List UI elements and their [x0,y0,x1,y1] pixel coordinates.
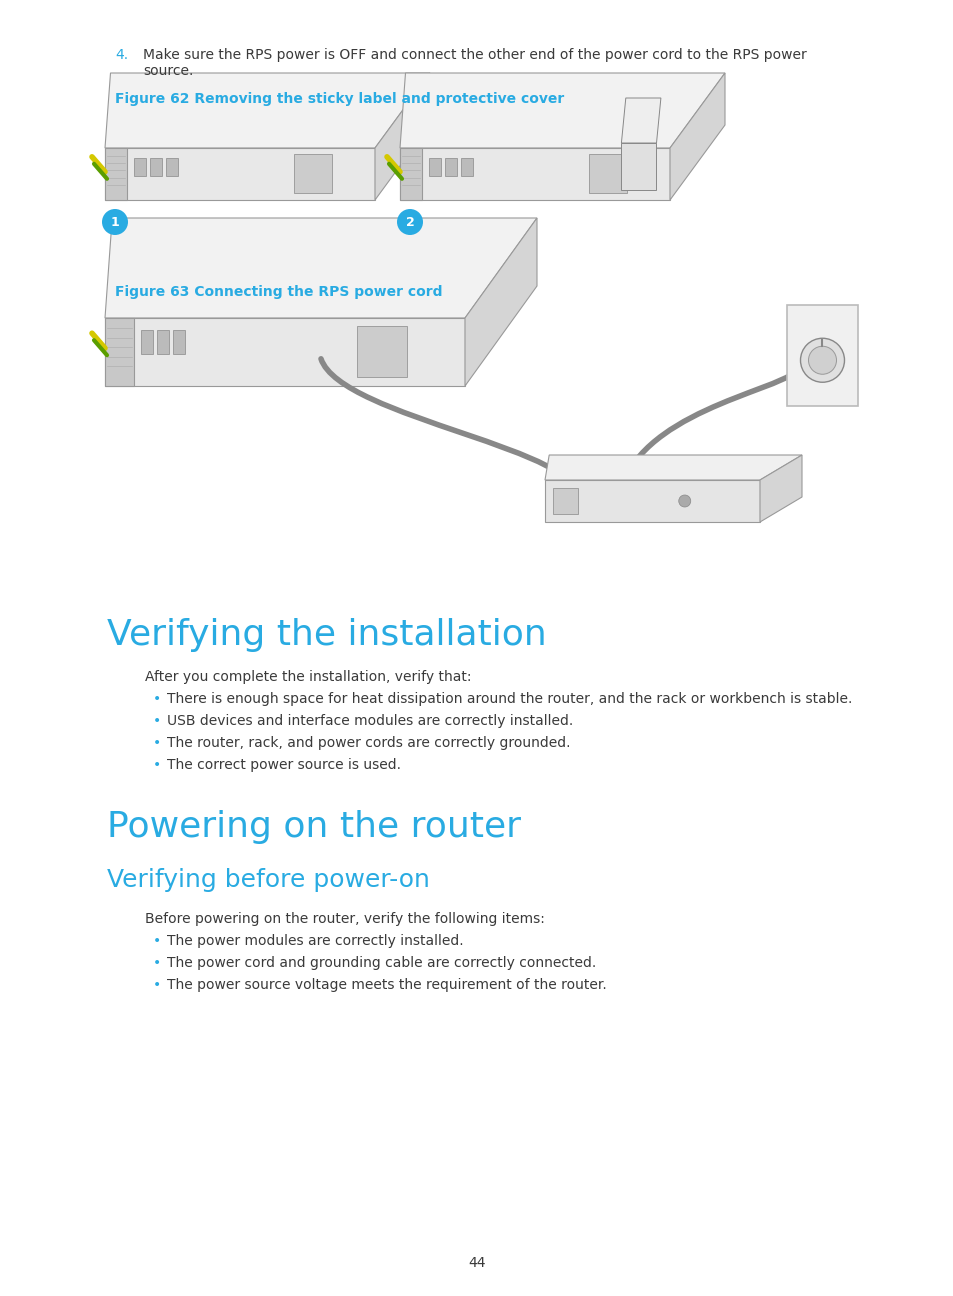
Polygon shape [105,73,430,148]
Text: The correct power source is used.: The correct power source is used. [167,758,400,772]
Text: Figure 62 Removing the sticky label and protective cover: Figure 62 Removing the sticky label and … [115,92,563,106]
FancyBboxPatch shape [294,154,332,193]
Text: 1: 1 [111,215,119,228]
Text: Figure 63 Connecting the RPS power cord: Figure 63 Connecting the RPS power cord [115,285,442,299]
FancyBboxPatch shape [150,158,161,176]
Text: The power source voltage meets the requirement of the router.: The power source voltage meets the requi… [167,978,606,991]
Polygon shape [105,218,537,318]
Text: •: • [152,758,161,772]
FancyBboxPatch shape [141,330,152,354]
Polygon shape [105,148,375,200]
FancyBboxPatch shape [356,327,407,377]
Text: 4.: 4. [115,48,128,62]
Polygon shape [544,455,801,480]
Text: •: • [152,934,161,947]
FancyBboxPatch shape [460,158,472,176]
Polygon shape [544,480,760,522]
Polygon shape [105,148,127,200]
Polygon shape [620,98,660,143]
Text: 44: 44 [468,1256,485,1270]
Text: The power cord and grounding cable are correctly connected.: The power cord and grounding cable are c… [167,956,596,969]
Text: •: • [152,692,161,706]
Text: There is enough space for heat dissipation around the router, and the rack or wo: There is enough space for heat dissipati… [167,692,851,706]
Text: USB devices and interface modules are correctly installed.: USB devices and interface modules are co… [167,714,573,728]
Text: source.: source. [143,64,193,78]
Circle shape [102,209,128,235]
Circle shape [800,338,843,382]
Polygon shape [375,73,430,200]
Polygon shape [760,455,801,522]
Polygon shape [399,148,669,200]
Text: Verifying the installation: Verifying the installation [107,618,546,652]
Polygon shape [399,73,724,148]
FancyBboxPatch shape [588,154,626,193]
Text: After you complete the installation, verify that:: After you complete the installation, ver… [145,670,471,684]
Polygon shape [464,218,537,386]
Text: Before powering on the router, verify the following items:: Before powering on the router, verify th… [145,912,544,927]
FancyBboxPatch shape [786,305,857,406]
Text: •: • [152,978,161,991]
Circle shape [678,495,690,507]
Polygon shape [105,318,464,386]
Text: •: • [152,736,161,750]
Text: The router, rack, and power cords are correctly grounded.: The router, rack, and power cords are co… [167,736,570,750]
Polygon shape [620,143,656,189]
Text: The power modules are correctly installed.: The power modules are correctly installe… [167,934,463,947]
Text: Powering on the router: Powering on the router [107,810,520,844]
Circle shape [396,209,422,235]
FancyBboxPatch shape [428,158,440,176]
FancyBboxPatch shape [166,158,177,176]
FancyBboxPatch shape [133,158,146,176]
Text: 2: 2 [405,215,414,228]
Text: •: • [152,956,161,969]
FancyBboxPatch shape [444,158,456,176]
Circle shape [807,346,836,375]
Polygon shape [105,318,133,386]
FancyBboxPatch shape [156,330,169,354]
FancyBboxPatch shape [172,330,185,354]
FancyBboxPatch shape [553,489,578,515]
Text: Verifying before power-on: Verifying before power-on [107,868,430,892]
Text: Make sure the RPS power is OFF and connect the other end of the power cord to th: Make sure the RPS power is OFF and conne… [143,48,806,62]
Polygon shape [399,148,421,200]
Polygon shape [669,73,724,200]
Text: •: • [152,714,161,728]
